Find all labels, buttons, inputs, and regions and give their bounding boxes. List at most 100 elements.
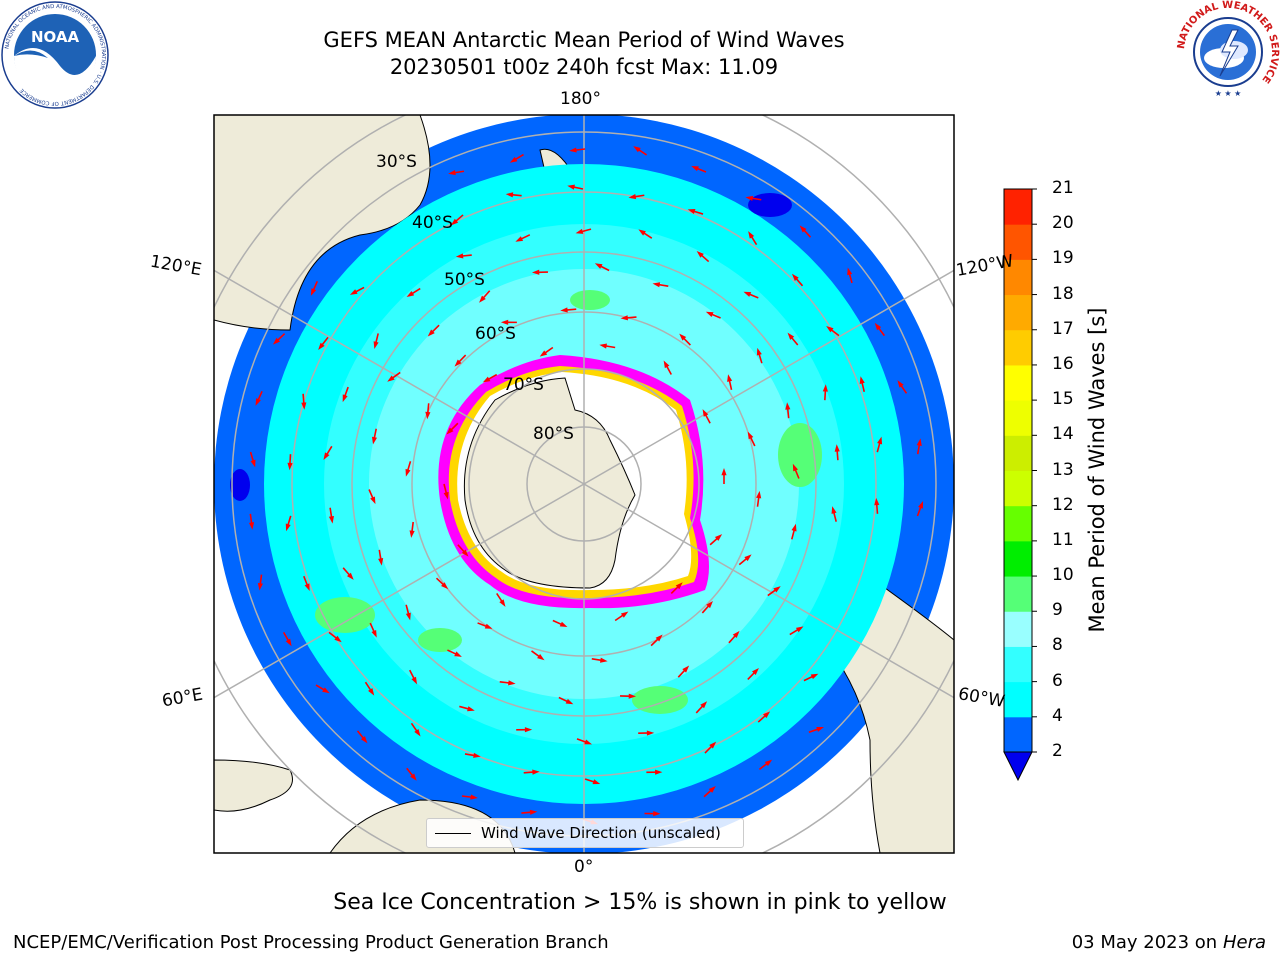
wind-wave-arrow bbox=[638, 229, 653, 239]
wind-wave-arrow bbox=[791, 523, 797, 540]
lat-label-70s: 70°S bbox=[503, 375, 544, 395]
wind-wave-arrow bbox=[705, 311, 721, 319]
wind-wave-arrow bbox=[328, 507, 334, 524]
wind-wave-arrow bbox=[315, 684, 330, 694]
legend-label: Wind Wave Direction (unscaled) bbox=[481, 824, 721, 842]
wind-wave-arrow bbox=[704, 741, 717, 754]
wind-wave-arrow bbox=[785, 402, 791, 419]
wind-wave-arrow bbox=[677, 665, 690, 678]
wind-wave-arrow bbox=[356, 730, 368, 744]
colorbar-label: Mean Period of Wind Waves [s] bbox=[1085, 307, 1109, 633]
colorbar-segment bbox=[1004, 576, 1032, 612]
wind-wave-arrow bbox=[303, 575, 310, 592]
wind-wave-arrow bbox=[831, 506, 837, 522]
wind-wave-arrow bbox=[633, 146, 648, 156]
noaa-logo-text: NOAA bbox=[31, 28, 80, 46]
wind-wave-arrow bbox=[874, 497, 880, 514]
lon-label-0: 0° bbox=[574, 857, 594, 877]
wind-wave-arrow bbox=[916, 500, 924, 517]
wind-wave-arrow bbox=[897, 380, 908, 394]
wind-wave-arrow bbox=[282, 631, 292, 647]
colorbar-tick-label: 16 bbox=[1052, 353, 1074, 374]
wind-wave-arrow bbox=[644, 811, 661, 817]
wind-wave-arrow bbox=[703, 786, 716, 798]
wind-wave-arrow bbox=[767, 586, 781, 597]
colorbar-segment bbox=[1004, 716, 1032, 753]
colorbar-segment bbox=[1004, 224, 1032, 260]
colorbar-segment bbox=[1004, 611, 1032, 647]
colorbar-segment bbox=[1004, 540, 1032, 577]
map-title: GEFS MEAN Antarctic Mean Period of Wind … bbox=[323, 28, 845, 52]
graticule bbox=[214, 115, 954, 853]
meridian-line bbox=[583, 483, 954, 699]
madagascar-landmass bbox=[214, 759, 293, 812]
wind-wave-arrow bbox=[509, 153, 524, 163]
colorbar-tick-label: 21 bbox=[1052, 178, 1074, 198]
wind-wave-arrow bbox=[479, 290, 491, 303]
wind-wave-arrow bbox=[496, 593, 506, 607]
wind-wave-arrow bbox=[459, 705, 475, 712]
meridian-line bbox=[583, 269, 954, 485]
wind-wave-arrow bbox=[859, 376, 866, 393]
wind-wave-arrow bbox=[409, 669, 418, 685]
run-date: 03 May 2023 on Hera bbox=[1071, 932, 1266, 953]
wind-wave-arrow bbox=[679, 333, 691, 346]
wind-wave-arrow bbox=[482, 373, 498, 383]
wind-wave-arrow bbox=[461, 794, 478, 800]
wind-wave-arrow bbox=[328, 631, 342, 643]
colorbar-segment bbox=[1004, 259, 1032, 296]
wind-wave-arrow bbox=[349, 286, 365, 295]
lat-label-60s: 60°S bbox=[475, 324, 516, 344]
colorbar-tick-label: 13 bbox=[1052, 459, 1074, 480]
wind-wave-arrow bbox=[464, 752, 481, 758]
wind-wave-arrow bbox=[342, 386, 349, 403]
wind-wave-arrow bbox=[516, 727, 533, 733]
wind-wave-arrow bbox=[455, 253, 472, 259]
wind-wave-arrow bbox=[628, 194, 645, 200]
wind-wave-arrow bbox=[310, 280, 319, 296]
wind-wave-arrow bbox=[378, 549, 384, 566]
wind-wave-arrow bbox=[531, 650, 545, 661]
wind-wave-arrow bbox=[747, 667, 759, 681]
wind-wave-arrow bbox=[477, 622, 493, 629]
wind-wave-arrow bbox=[650, 634, 663, 647]
wind-wave-arrow bbox=[727, 374, 733, 391]
wind-wave-arrow bbox=[515, 234, 531, 242]
australia-landmass bbox=[214, 115, 431, 331]
colorbar-tick-label: 17 bbox=[1052, 318, 1074, 339]
wind-wave-arrow bbox=[373, 333, 379, 349]
colorbar bbox=[1003, 188, 1037, 782]
colorbar-segment bbox=[1004, 329, 1032, 366]
wind-wave-arrow bbox=[803, 673, 819, 682]
wind-wave-arrow bbox=[758, 759, 773, 771]
wind-wave-arrow bbox=[747, 431, 756, 447]
map-frame bbox=[213, 114, 955, 854]
wind-wave-arrow bbox=[539, 346, 554, 357]
antarctica-landmass bbox=[463, 377, 636, 589]
meridian-line bbox=[214, 269, 585, 485]
wind-wave-arrow bbox=[847, 267, 853, 284]
lat-label-80s: 80°S bbox=[533, 424, 574, 444]
wind-wave-arrow bbox=[652, 282, 669, 288]
wind-wave-arrow bbox=[663, 360, 672, 375]
wind-wave-arrow bbox=[787, 332, 799, 346]
wind-wave-arrow bbox=[387, 371, 401, 382]
wind-wave-arrow bbox=[369, 622, 377, 638]
wind-wave-arrow bbox=[748, 231, 758, 246]
wind-wave-arrow bbox=[371, 428, 378, 445]
wind-wave-arrow bbox=[457, 544, 469, 557]
wind-wave-arrow bbox=[695, 701, 708, 714]
wind-wave-arrow bbox=[638, 730, 655, 736]
wind-wave-arrow bbox=[368, 489, 376, 505]
wind-wave-arrow bbox=[448, 170, 465, 176]
wind-wave-arrow bbox=[552, 619, 568, 628]
wind-wave-arrow bbox=[301, 393, 307, 410]
wind-wave-arrow bbox=[822, 384, 828, 401]
wind-wave-arrow bbox=[425, 403, 431, 420]
wind-wave-arrow bbox=[916, 438, 922, 455]
colorbar-segment bbox=[1004, 364, 1032, 401]
wind-wave-arrow bbox=[792, 463, 800, 479]
wind-wave-arrow bbox=[576, 738, 593, 745]
colorbar-tick-label: 19 bbox=[1052, 248, 1074, 269]
wind-wave-arrow bbox=[560, 307, 577, 313]
